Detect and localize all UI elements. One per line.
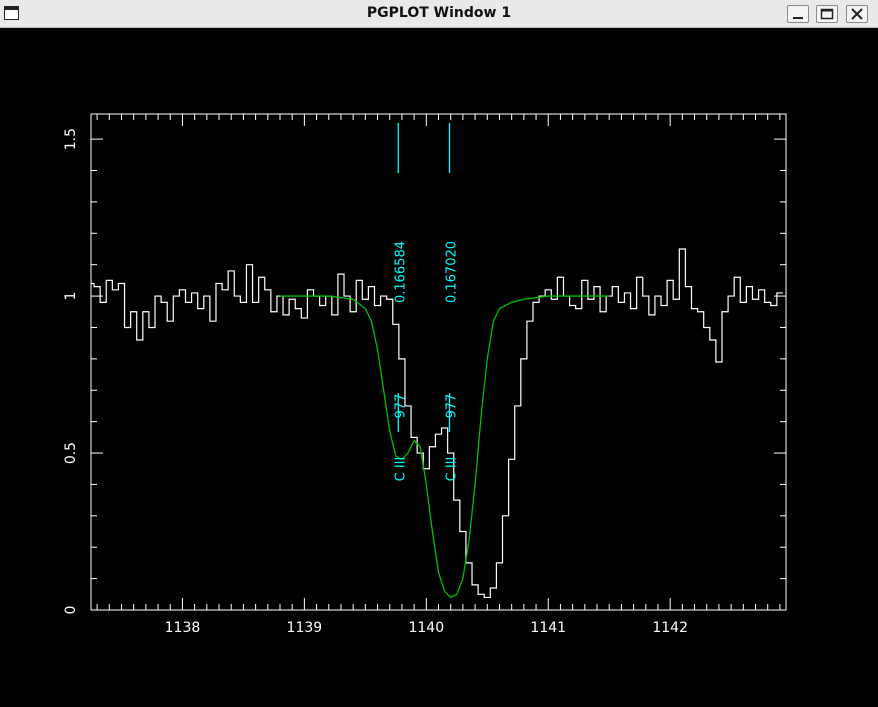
x-tick-label: 1138 [165,620,201,636]
y-tick-label: 1.5 [63,128,79,150]
y-tick-label: 0.5 [63,442,79,464]
close-icon [851,8,863,20]
line-label: C III [444,457,459,482]
spectrum-series [91,248,783,599]
plot-canvas: 1138 1139 1140 1141 1142 0 0.5 1 1.5 0.166584 977 C… [6,28,872,703]
y-tick-label: 1 [63,292,79,301]
title-bar[interactable]: PGPLOT Window 1 [0,0,878,28]
plot-frame [90,113,787,611]
maximize-icon [820,8,834,20]
spectrum-plot: 1138 1139 1140 1141 1142 0 0.5 1 1.5 0.166584 977 C… [63,113,787,636]
x-tick-label: 1140 [408,620,444,636]
x-tick-label: 1141 [530,620,566,636]
line-label: 977 [444,394,459,419]
line-label: 977 [393,394,408,419]
close-button[interactable] [846,5,868,23]
line-label: C III [393,457,408,482]
window-menu-icon[interactable] [4,6,19,20]
minimize-button[interactable] [787,5,809,23]
fit-series [279,295,610,599]
x-tick-label: 1142 [652,620,688,636]
maximize-button[interactable] [816,5,838,23]
line-label: 0.167020 [444,241,459,303]
minimize-icon [793,17,803,19]
window-title: PGPLOT Window 1 [366,5,512,21]
x-tick-label: 1139 [287,620,323,636]
line-label: 0.166584 [393,241,408,303]
y-tick-label: 0 [63,606,79,615]
